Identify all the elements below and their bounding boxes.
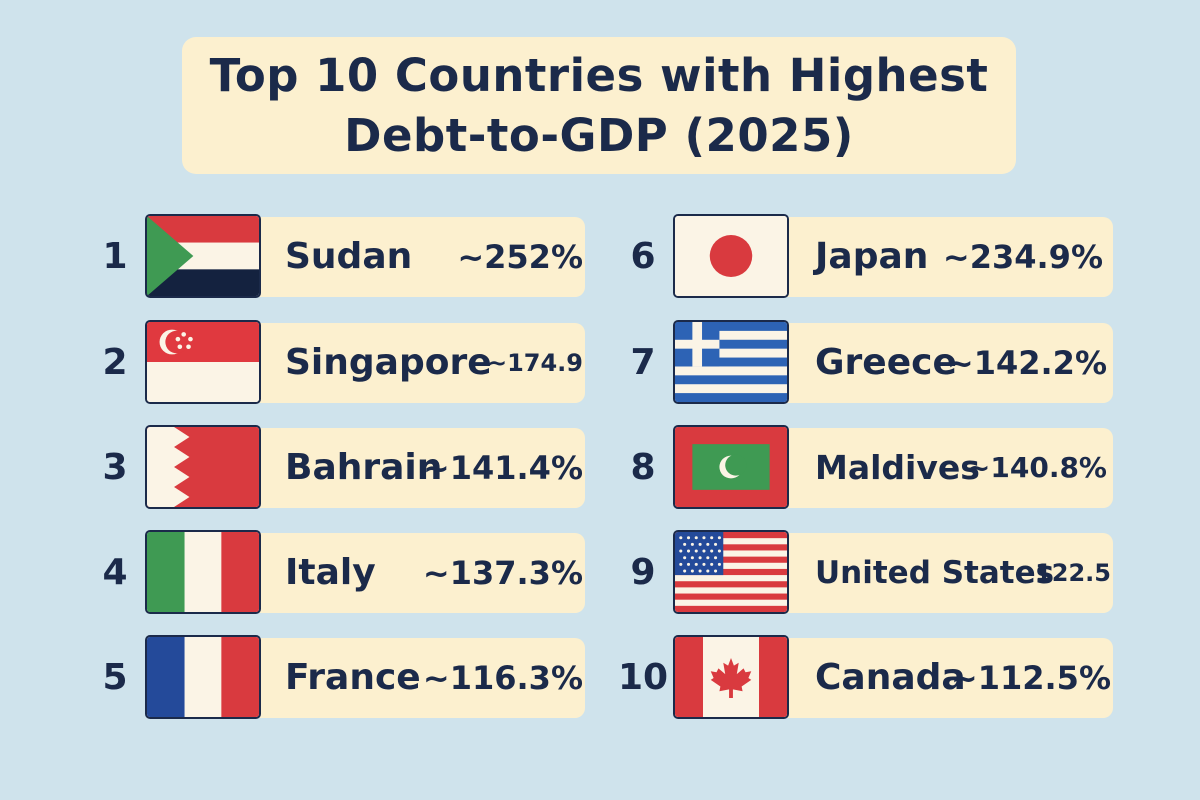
usa-flag-icon xyxy=(673,530,789,614)
debt-value: ~140.8% xyxy=(966,451,1107,484)
row-pill xyxy=(223,533,585,613)
debt-value: ~112.5% xyxy=(950,659,1111,697)
japan-flag-icon xyxy=(673,214,789,298)
country-name: Greece xyxy=(815,342,957,383)
row-pill xyxy=(223,638,585,718)
country-name: Singapore xyxy=(285,342,492,383)
debt-value: ~174.9 xyxy=(486,349,583,377)
country-name: France xyxy=(285,657,421,698)
country-name: Italy xyxy=(285,552,376,593)
row-pill xyxy=(751,638,1113,718)
list-item: 9 United States 122.5 xyxy=(613,530,1113,616)
debt-value: ~137.3% xyxy=(422,554,583,592)
sudan-flag-icon xyxy=(145,214,261,298)
country-name: Sudan xyxy=(285,236,413,277)
country-name: Maldives xyxy=(815,448,980,487)
rank-number: 9 xyxy=(630,552,656,593)
row-pill xyxy=(751,428,1113,508)
rank-number: 6 xyxy=(630,236,656,277)
canada-flag-icon xyxy=(673,635,789,719)
country-name: United States xyxy=(815,555,1055,591)
list-item: 5 France ~116.3% xyxy=(85,635,585,721)
row-pill xyxy=(751,533,1113,613)
row-pill xyxy=(223,323,585,403)
country-name: Canada xyxy=(815,657,966,698)
debt-value: ~252% xyxy=(457,238,583,276)
list-item: 3 Bahrain ~141.4% xyxy=(85,425,585,511)
rank-number: 8 xyxy=(630,447,656,488)
bahrain-flag-icon xyxy=(145,425,261,509)
debt-value: 122.5 xyxy=(1035,559,1111,587)
list-item: 10 Canada ~112.5% xyxy=(613,635,1113,721)
list-item: 2 Singapore ~174.9 xyxy=(85,320,585,406)
rank-number: 10 xyxy=(617,657,669,698)
title-banner: Top 10 Countries with Highest Debt-to-GD… xyxy=(182,37,1016,174)
maldives-flag-icon xyxy=(673,425,789,509)
list-item: 7 Greece ~142.2% xyxy=(613,320,1113,406)
singapore-flag-icon xyxy=(145,320,261,404)
list-item: 6 Japan ~234.9% xyxy=(613,214,1113,300)
title-line-2: Debt-to-GDP (2025) xyxy=(344,108,854,162)
row-pill xyxy=(223,217,585,297)
debt-value: ~141.4% xyxy=(422,449,583,487)
france-flag-icon xyxy=(145,635,261,719)
country-name: Japan xyxy=(815,236,929,277)
list-item: 8 Maldives ~140.8% xyxy=(613,425,1113,511)
list-item: 1 Sudan ~252% xyxy=(85,214,585,300)
rank-number: 3 xyxy=(102,447,128,488)
rank-number: 7 xyxy=(630,342,656,383)
greece-flag-icon xyxy=(673,320,789,404)
title-line-1: Top 10 Countries with Highest xyxy=(209,48,989,102)
rank-number: 5 xyxy=(102,657,128,698)
rank-number: 1 xyxy=(102,236,128,277)
list-item: 4 Italy ~137.3% xyxy=(85,530,585,616)
debt-value: ~116.3% xyxy=(422,659,583,697)
row-pill xyxy=(223,428,585,508)
row-pill xyxy=(751,217,1113,297)
debt-value: ~142.2% xyxy=(946,344,1107,382)
italy-flag-icon xyxy=(145,530,261,614)
country-name: Bahrain xyxy=(285,447,443,488)
debt-value: ~234.9% xyxy=(942,238,1103,276)
rank-number: 4 xyxy=(102,552,128,593)
row-pill xyxy=(751,323,1113,403)
rank-number: 2 xyxy=(102,342,128,383)
